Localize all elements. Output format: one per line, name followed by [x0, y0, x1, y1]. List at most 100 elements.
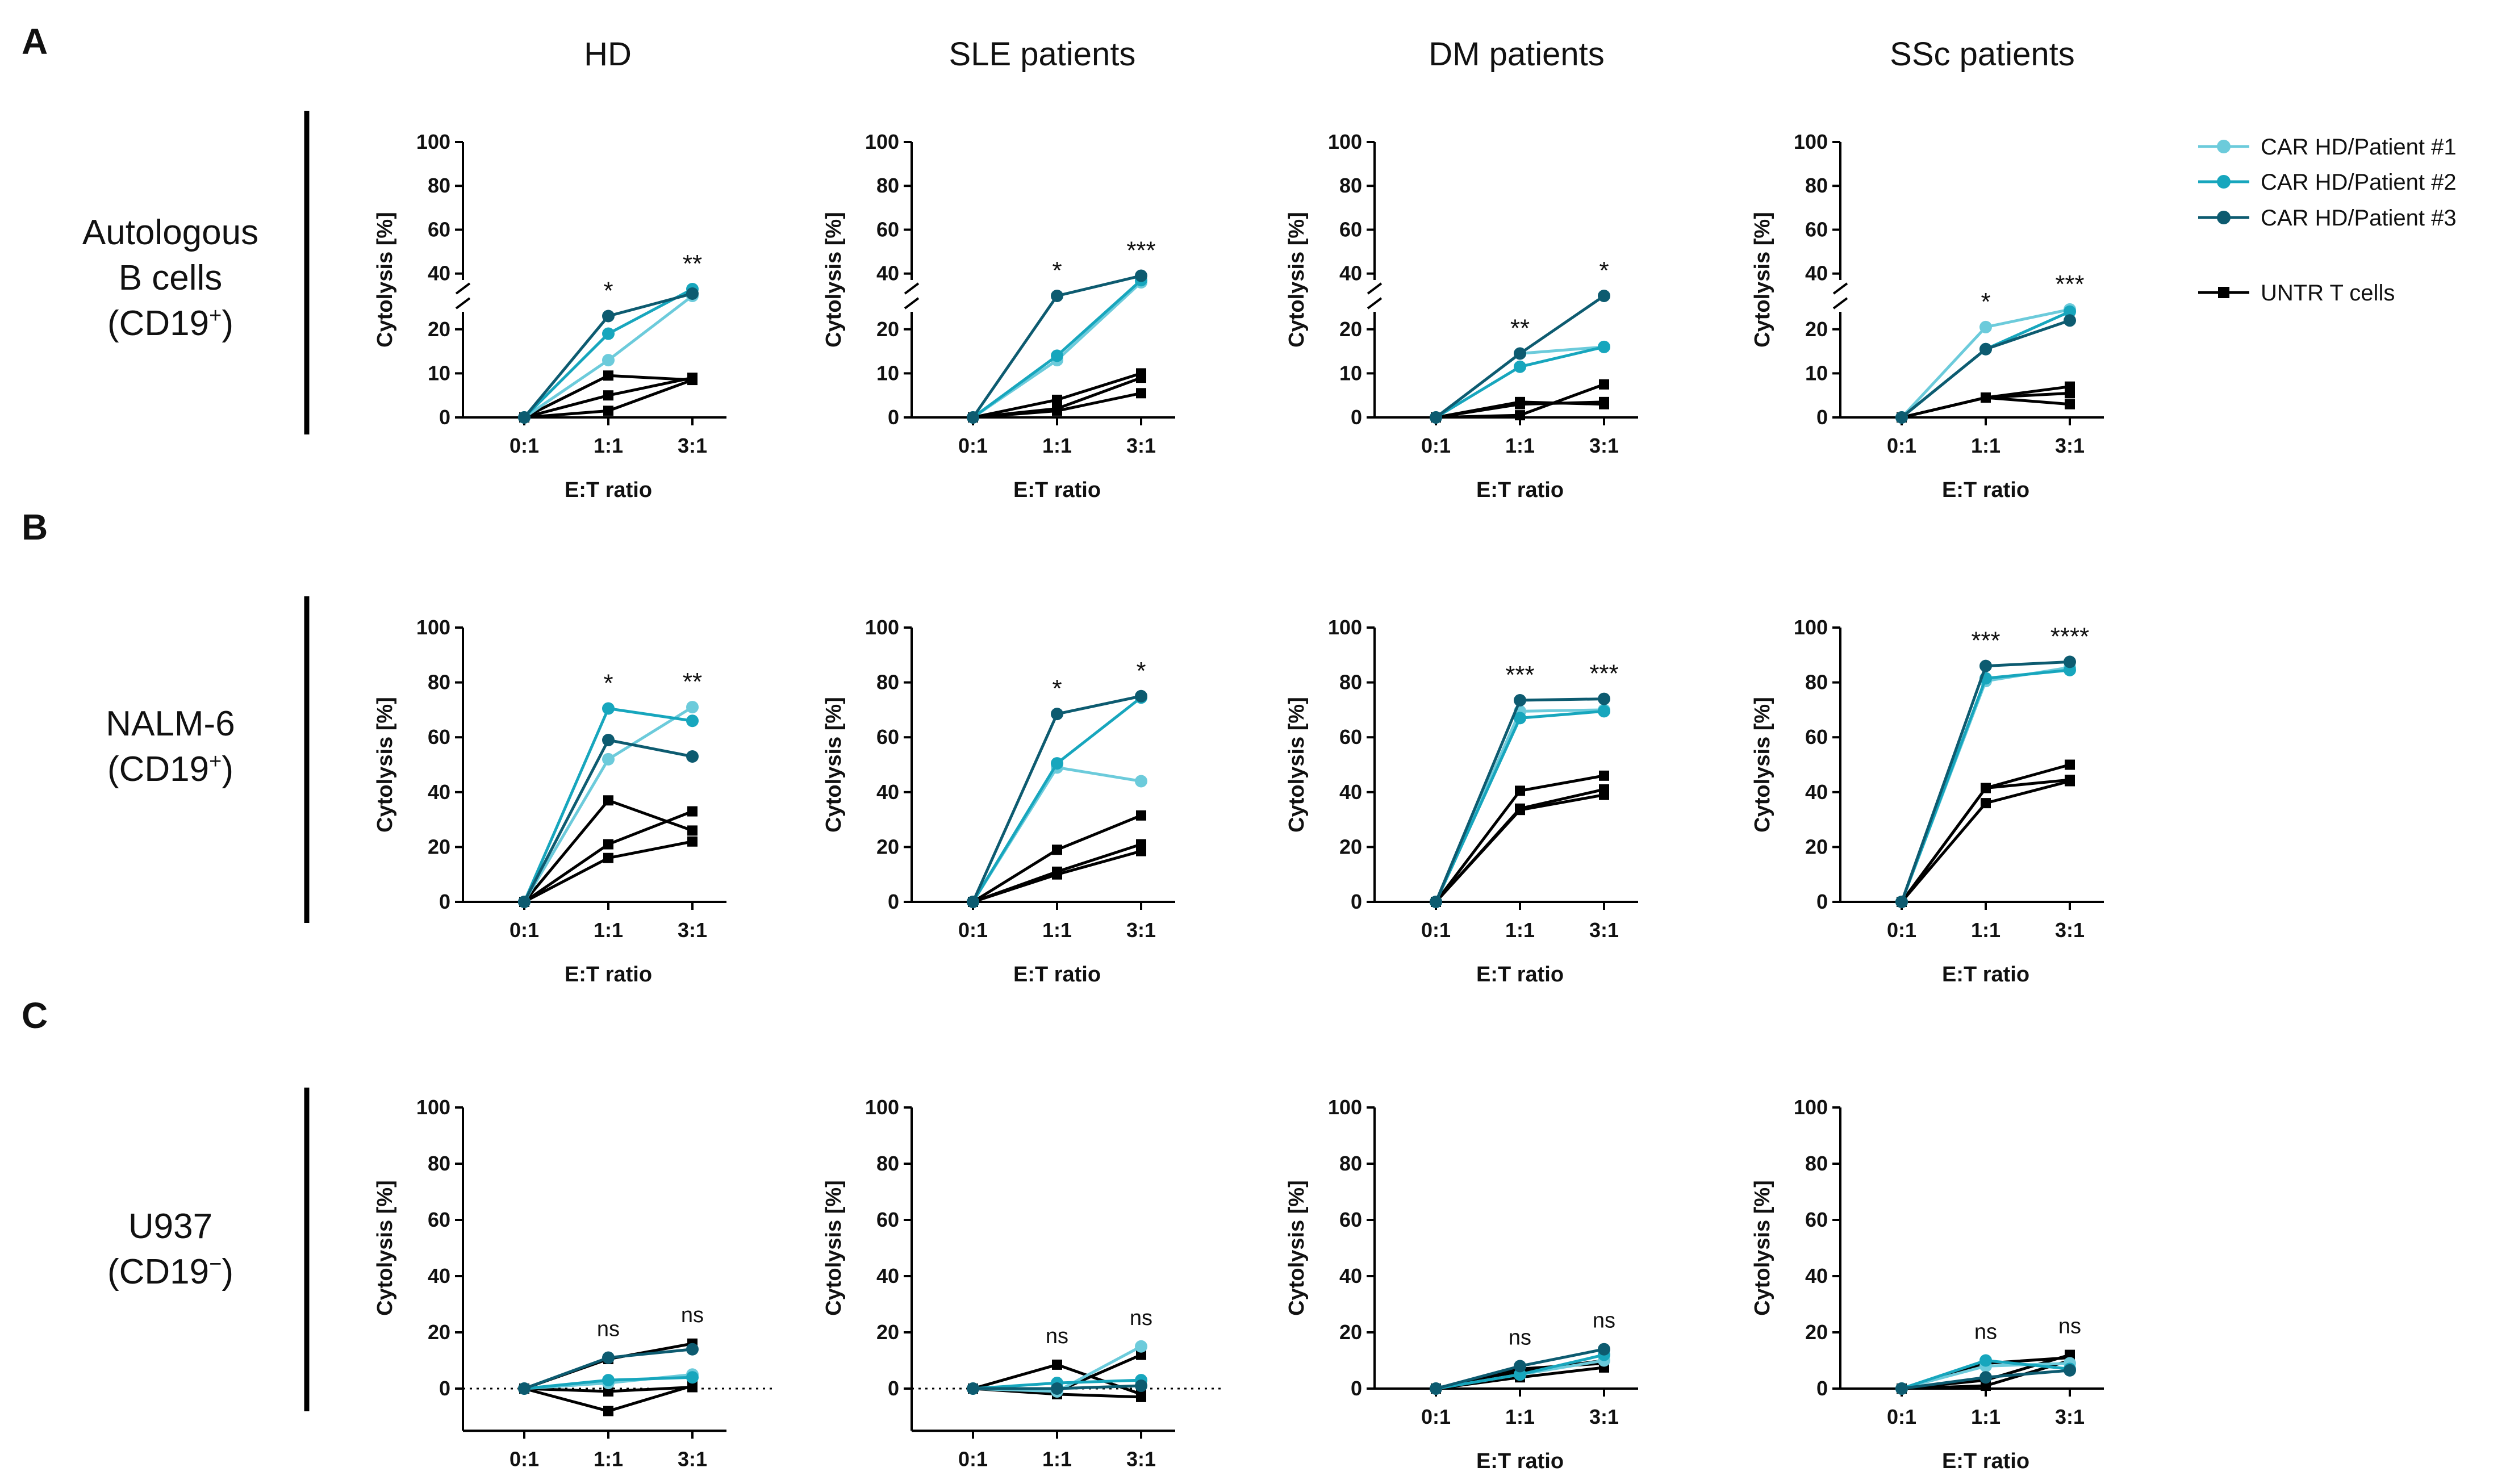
legend-marker-square — [2218, 287, 2229, 298]
x-axis-label: E:T ratio — [1013, 478, 1101, 502]
car-data-point — [2064, 314, 2076, 327]
legend-item: UNTR T cells — [2198, 281, 2395, 306]
y-tick-label: 40 — [428, 1264, 450, 1287]
x-tick-label: 3:1 — [1126, 918, 1156, 942]
y-tick-label: 100 — [1328, 616, 1362, 639]
x-tick-label: 1:1 — [1971, 434, 2001, 457]
y-tick-label: 20 — [1805, 317, 1828, 341]
significance-label: * — [1136, 657, 1146, 685]
x-tick-label: 1:1 — [594, 434, 623, 457]
y-axis-label: Cytolysis [%] — [1285, 697, 1309, 833]
y-tick-label: 60 — [876, 1208, 899, 1231]
car-data-point — [1051, 290, 1063, 302]
car-data-point — [967, 1382, 979, 1395]
car-data-point — [602, 310, 615, 323]
y-tick-label: 10 — [876, 361, 899, 384]
car-data-point — [1430, 896, 1442, 908]
untr-data-point — [1052, 869, 1062, 880]
y-tick-label: 60 — [1805, 725, 1828, 749]
untr-data-point — [2065, 759, 2075, 770]
y-tick-label: 20 — [428, 317, 450, 341]
car-data-point — [518, 411, 531, 424]
car-data-point — [518, 1382, 531, 1395]
x-axis-label: E:T ratio — [1942, 963, 2029, 986]
y-tick-label: 0 — [888, 406, 899, 429]
x-tick-label: 1:1 — [1042, 434, 1072, 457]
y-tick-label: 100 — [1794, 1096, 1828, 1119]
x-tick-label: 0:1 — [958, 434, 988, 457]
car-data-point — [686, 714, 699, 728]
x-axis-label: E:T ratio — [1942, 1449, 2029, 1473]
significance-label: ns — [1046, 1324, 1068, 1348]
significance-label: *** — [1505, 661, 1534, 689]
y-tick-label: 20 — [1339, 317, 1362, 341]
column-title: SLE patients — [949, 36, 1136, 73]
car-data-point — [1135, 775, 1147, 788]
y-tick-label: 60 — [1339, 725, 1362, 749]
untr-data-point — [687, 806, 698, 817]
x-tick-label: 1:1 — [1042, 1447, 1072, 1470]
y-tick-label: 40 — [1339, 262, 1362, 285]
car-data-point — [1514, 693, 1526, 707]
y-tick-label: 60 — [428, 725, 450, 749]
axis-break-mark — [1832, 282, 1848, 295]
untr-data-point — [603, 795, 613, 806]
x-axis-label: E:T ratio — [1476, 963, 1564, 986]
untr-data-point — [1981, 1381, 1991, 1391]
x-tick-label: 1:1 — [1971, 1405, 2001, 1428]
significance-label: ns — [2058, 1315, 2081, 1339]
significance-label: *** — [1589, 660, 1618, 688]
untr-data-point — [1052, 394, 1062, 405]
y-tick-label: 80 — [876, 1152, 899, 1175]
x-tick-label: 1:1 — [1042, 918, 1072, 942]
chart-panel: 0 10 20 40 60 80 100 0:1 1:1 3:1 E:T ratio Cytolysi… — [1751, 130, 2104, 502]
y-tick-label: 0 — [439, 1377, 450, 1400]
legend-marker-circle — [2217, 175, 2231, 189]
y-axis-label: Cytolysis [%] — [373, 212, 397, 348]
car-data-point — [1598, 340, 1610, 353]
y-axis-label: Cytolysis [%] — [1751, 212, 1774, 348]
car-data-point — [1514, 347, 1526, 360]
car-data-point — [686, 287, 699, 300]
car-data-point — [1895, 411, 1908, 424]
car-data-point — [1135, 269, 1147, 282]
row-label: B cells — [119, 258, 223, 298]
legend-label: CAR HD/Patient #1 — [2261, 135, 2457, 160]
significance-label: ns — [1593, 1309, 1615, 1333]
axis-break-mark — [904, 297, 920, 310]
untr-data-point — [603, 1386, 613, 1397]
x-tick-label: 0:1 — [509, 434, 539, 457]
x-tick-label: 3:1 — [2055, 918, 2085, 942]
chart-panel: 0 10 20 40 60 80 100 0:1 1:1 3:1 E:T ratio Cytolysi… — [1285, 130, 1638, 502]
car-data-point — [1514, 1360, 1526, 1373]
x-tick-label: 3:1 — [2055, 434, 2085, 457]
y-tick-label: 60 — [1805, 1208, 1828, 1231]
x-tick-label: 1:1 — [594, 918, 623, 942]
y-tick-label: 80 — [1805, 174, 1828, 197]
significance-label: * — [1052, 257, 1062, 285]
y-tick-label: 80 — [1339, 174, 1362, 197]
x-tick-label: 1:1 — [1505, 434, 1535, 457]
x-tick-label: 3:1 — [678, 1447, 707, 1470]
car-data-point — [602, 734, 615, 747]
y-axis-label: Cytolysis [%] — [822, 1180, 846, 1316]
y-tick-label: 100 — [416, 616, 450, 639]
untr-data-point — [687, 836, 698, 847]
y-axis-label: Cytolysis [%] — [822, 697, 846, 833]
y-tick-label: 100 — [865, 616, 899, 639]
x-tick-label: 1:1 — [1505, 918, 1535, 942]
x-tick-label: 0:1 — [958, 918, 988, 942]
car-data-point — [1135, 1380, 1147, 1393]
y-tick-label: 100 — [865, 1096, 899, 1119]
chart-panel: 0 10 20 40 60 80 100 0:1 1:1 3:1 E:T ratio Cytolysi… — [373, 130, 726, 502]
untr-data-point — [1981, 783, 1991, 793]
untr-data-point — [1136, 373, 1146, 383]
y-tick-label: 0 — [1816, 890, 1828, 913]
y-tick-label: 0 — [439, 890, 450, 913]
x-axis-label: E:T ratio — [1476, 478, 1564, 502]
chart-panel: 0 10 20 40 60 80 100 0:1 1:1 3:1 E:T ratio Cytolysi… — [822, 130, 1175, 502]
significance-label: ns — [1509, 1326, 1531, 1349]
y-axis-label: Cytolysis [%] — [1751, 1180, 1774, 1316]
